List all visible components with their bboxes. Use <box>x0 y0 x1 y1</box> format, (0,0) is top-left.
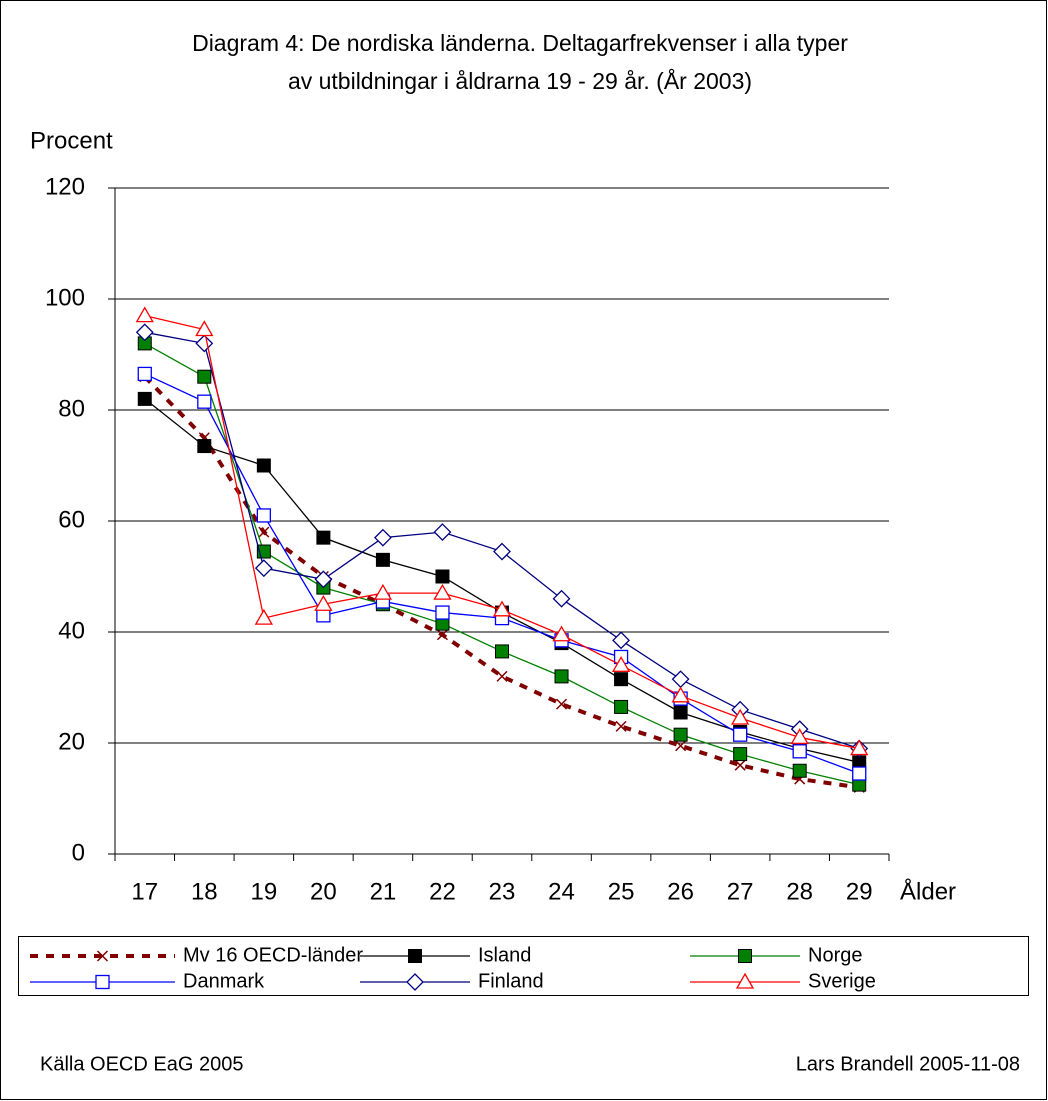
marker <box>137 391 152 406</box>
legend-label: Finland <box>478 970 544 992</box>
legend-marker <box>738 949 752 963</box>
x-tick-label: 22 <box>429 878 456 905</box>
marker <box>556 698 568 710</box>
legend-label: Island <box>478 944 531 966</box>
x-tick-label: 24 <box>548 878 575 905</box>
marker <box>316 530 331 545</box>
marker <box>197 439 212 454</box>
marker <box>197 394 212 409</box>
marker <box>314 594 333 611</box>
marker <box>673 705 688 720</box>
marker <box>611 655 631 672</box>
legend-label: Danmark <box>183 970 265 992</box>
marker <box>435 569 450 584</box>
marker <box>790 728 809 745</box>
chart-title: av utbildningar i åldrarna 19 - 29 år. (… <box>288 67 752 94</box>
marker <box>195 334 214 353</box>
marker <box>256 458 271 473</box>
x-tick-label: 23 <box>489 878 516 905</box>
marker <box>852 766 867 781</box>
marker <box>792 744 807 759</box>
x-tick-label: 27 <box>727 878 754 905</box>
marker <box>135 306 154 323</box>
chart-title: Diagram 4: De nordiska länderna. Deltaga… <box>192 30 848 56</box>
y-tick-label: 120 <box>45 173 85 200</box>
marker <box>197 369 212 384</box>
x-axis-label: Ålder <box>900 877 956 905</box>
legend-label: Mv 16 OECD-länder <box>183 944 363 966</box>
legend-marker <box>408 949 422 963</box>
marker <box>254 608 273 625</box>
x-tick-label: 17 <box>131 878 158 905</box>
legend-marker <box>96 950 109 962</box>
y-tick-label: 20 <box>58 728 85 755</box>
x-tick-label: 25 <box>608 878 635 905</box>
y-tick-label: 100 <box>45 284 85 311</box>
marker <box>792 763 807 778</box>
marker <box>436 629 448 641</box>
marker <box>614 672 629 687</box>
marker <box>614 699 629 714</box>
marker <box>373 583 393 600</box>
marker <box>433 523 452 542</box>
y-tick-label: 60 <box>58 506 85 533</box>
marker <box>850 739 869 756</box>
marker <box>733 727 748 742</box>
legend-marker <box>735 972 755 989</box>
marker <box>314 570 333 589</box>
marker <box>496 670 508 682</box>
marker <box>137 366 152 382</box>
marker <box>734 759 746 771</box>
marker <box>492 600 512 617</box>
y-tick-label: 80 <box>58 395 85 422</box>
y-tick-label: 0 <box>72 839 85 866</box>
x-tick-label: 21 <box>370 878 397 905</box>
legend-box <box>18 936 1029 996</box>
marker <box>671 686 690 703</box>
marker <box>673 727 688 742</box>
x-tick-label: 26 <box>667 878 694 905</box>
marker <box>733 747 748 762</box>
marker <box>135 323 154 342</box>
marker <box>675 740 687 752</box>
y-tick-label: 40 <box>58 617 85 644</box>
source-note: Källa OECD EaG 2005 <box>40 1053 243 1075</box>
legend-label: Norge <box>808 944 862 966</box>
marker <box>433 583 452 600</box>
x-tick-label: 29 <box>846 878 873 905</box>
x-tick-label: 20 <box>310 878 337 905</box>
marker <box>374 528 392 547</box>
marker <box>554 669 569 684</box>
x-tick-label: 19 <box>250 878 277 905</box>
marker <box>495 644 509 659</box>
x-tick-label: 18 <box>191 878 218 905</box>
marker <box>612 631 630 650</box>
marker <box>254 559 273 578</box>
author-note: Lars Brandell 2005-11-08 <box>796 1053 1020 1075</box>
marker <box>375 552 390 567</box>
marker <box>435 605 450 620</box>
legend-label: Sverige <box>808 970 876 992</box>
x-tick-label: 28 <box>786 878 813 905</box>
legend-marker <box>406 973 424 991</box>
marker <box>195 320 214 337</box>
marker <box>256 508 271 523</box>
marker <box>258 526 270 538</box>
legend-marker <box>95 974 110 990</box>
marker <box>493 542 511 561</box>
marker <box>615 720 627 732</box>
y-axis-label: Procent <box>30 127 113 154</box>
marker <box>552 625 571 642</box>
marker <box>552 589 571 608</box>
marker <box>731 708 750 725</box>
